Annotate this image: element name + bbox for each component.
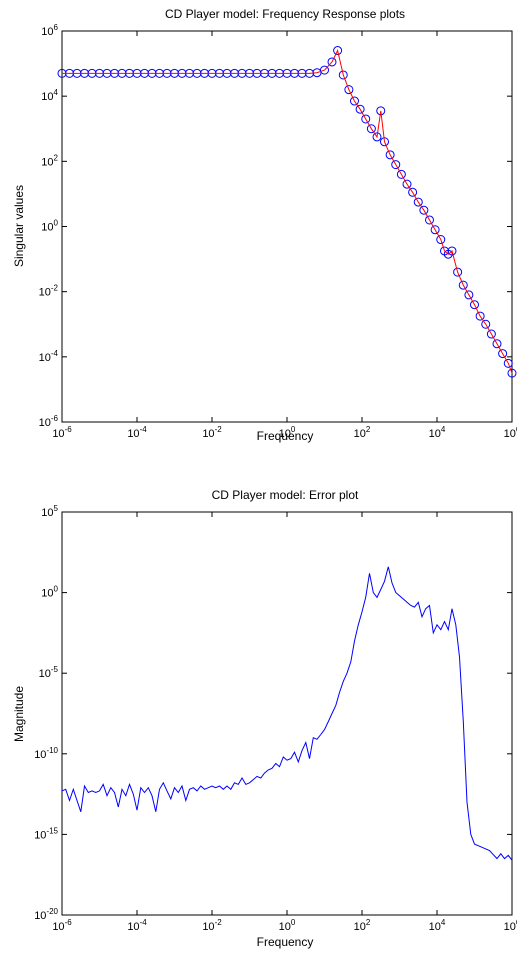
data-point (366, 124, 376, 134)
x-tick-label: 104 (429, 918, 446, 933)
data-point (402, 179, 412, 189)
y-tick-label: 10-10 (34, 746, 58, 761)
data-point (344, 85, 354, 95)
data-point (492, 339, 502, 349)
data-point (470, 300, 479, 310)
y-tick-label: 100 (41, 219, 58, 234)
x-tick-label: 100 (279, 425, 296, 440)
data-point (475, 311, 485, 321)
data-point (338, 70, 348, 80)
x-tick-label: 100 (279, 918, 296, 933)
data-point (503, 358, 513, 368)
y-tick-label: 104 (41, 88, 58, 103)
data-point (396, 169, 406, 179)
data-point (372, 132, 382, 142)
chart-title: CD Player model: Error plot (212, 488, 359, 502)
data-point (355, 104, 365, 114)
y-tick-label: 10-2 (39, 284, 59, 299)
data-point (430, 225, 440, 235)
data-point (486, 329, 496, 339)
x-axis-ticks: 10-6 10-4 10-2 100 102 104 106 (52, 512, 517, 933)
x-tick-label: 104 (429, 425, 446, 440)
data-point (425, 215, 434, 225)
x-tick-label: 10-2 (202, 918, 222, 933)
data-point (413, 197, 423, 207)
chart-title: CD Player model: Frequency Response plot… (165, 7, 405, 21)
x-tick-label: 106 (504, 918, 517, 933)
series-layer (61, 566, 513, 861)
series-line (62, 49, 513, 374)
frequency-response-chart: CD Player model: Frequency Response plot… (12, 7, 517, 443)
data-point (436, 235, 446, 245)
data-point (361, 114, 371, 124)
x-axis-label: Frequency (257, 429, 314, 443)
y-axis-label: Singular values (12, 185, 26, 267)
data-point (333, 46, 343, 56)
y-tick-label: 10-20 (34, 907, 58, 922)
x-tick-label: 10-6 (52, 918, 72, 933)
data-point (327, 57, 337, 67)
x-tick-label: 10-4 (127, 425, 147, 440)
data-point (408, 187, 418, 197)
x-tick-label: 10-4 (127, 918, 147, 933)
x-tick-label: 102 (354, 918, 371, 933)
x-tick-label: 10-2 (202, 425, 222, 440)
x-axis-label: Frequency (257, 935, 314, 949)
x-tick-label: 102 (354, 425, 371, 440)
data-point (498, 349, 508, 359)
x-axis-ticks: 10-6 10-4 10-2 100 102 104 106 (52, 31, 517, 440)
y-tick-label: 100 (41, 585, 58, 600)
data-point (391, 160, 401, 170)
series-line (61, 566, 513, 861)
y-tick-label: 102 (41, 153, 58, 168)
y-tick-label: 106 (41, 23, 58, 38)
y-axis-label: Magnitude (12, 686, 26, 742)
y-tick-label: 10-15 (34, 826, 58, 841)
plot-area (61, 511, 513, 916)
data-point (507, 368, 517, 378)
data-point (453, 267, 463, 277)
y-axis-ticks: 10-20 10-15 10-10 10-5 100 105 (34, 504, 512, 922)
error-plot-chart: CD Player model: Error plot 10-2010-1510… (12, 488, 517, 949)
data-point (464, 290, 474, 300)
y-axis-ticks: 10-6 10-4 10-2 100 102 104 106 (39, 23, 512, 429)
data-point (481, 319, 491, 329)
data-point (419, 205, 429, 215)
y-tick-label: 10-4 (39, 349, 59, 364)
series-layer (57, 46, 517, 378)
data-point (376, 106, 386, 116)
plot-area (61, 30, 513, 423)
y-tick-label: 105 (41, 504, 58, 519)
y-tick-label: 10-6 (39, 414, 59, 429)
data-point (458, 280, 468, 290)
y-tick-label: 10-5 (39, 665, 59, 680)
data-point (385, 150, 395, 160)
x-tick-label: 106 (504, 425, 517, 440)
x-tick-label: 10-6 (52, 425, 72, 440)
data-point (320, 65, 329, 75)
data-point (447, 246, 457, 256)
data-point (350, 96, 359, 106)
